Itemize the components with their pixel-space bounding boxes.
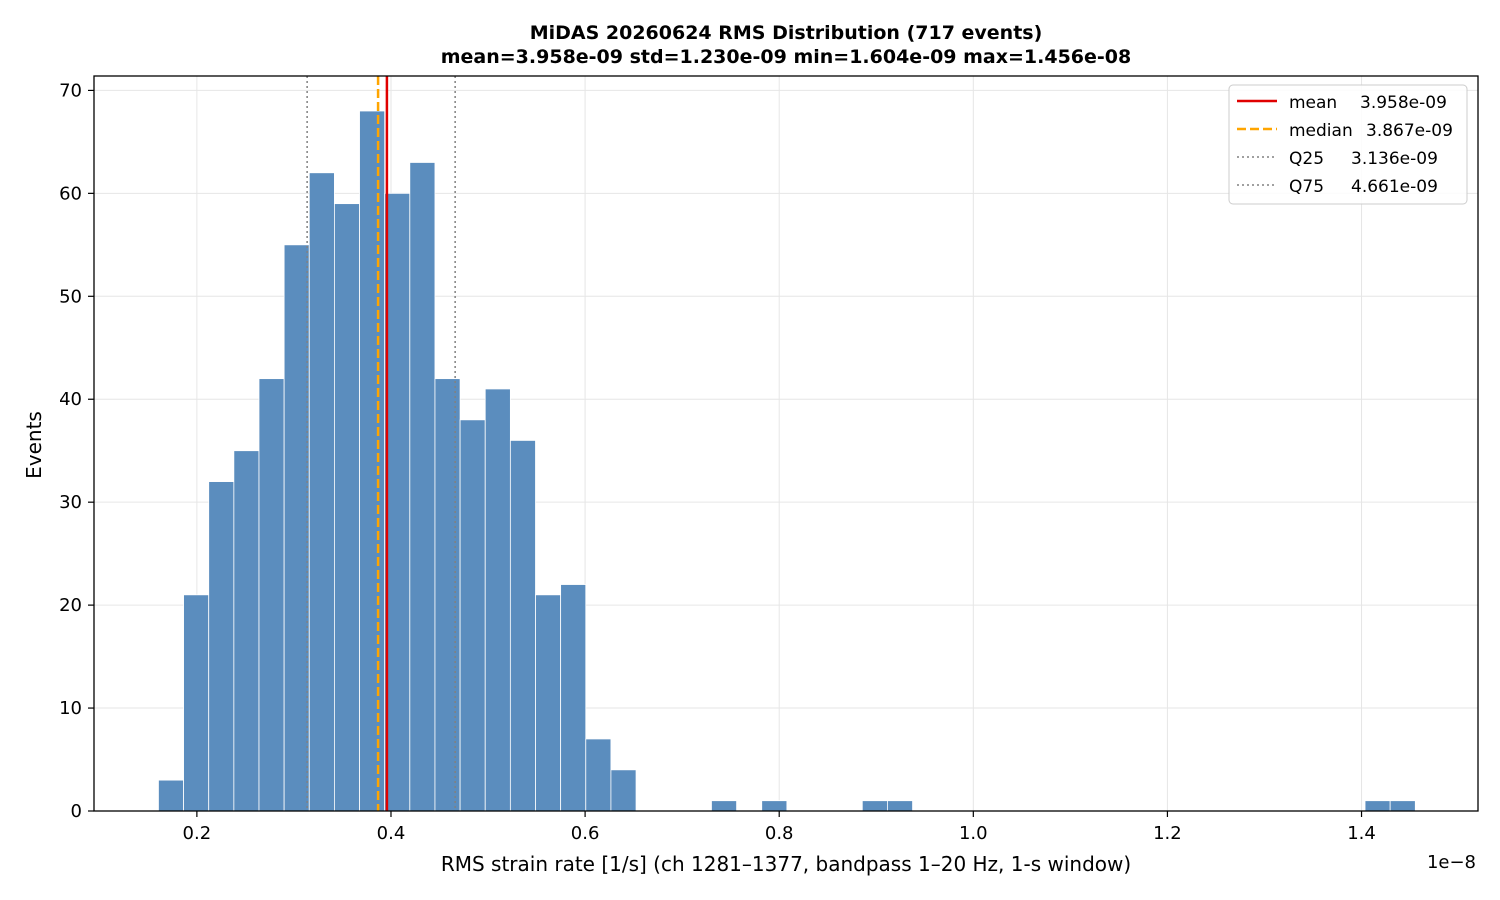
statistic-lines xyxy=(306,76,456,811)
histogram-bar xyxy=(208,481,235,812)
x-tick-label: 0.2 xyxy=(183,823,212,844)
histogram-bar xyxy=(861,800,888,812)
x-tick-label: 1.0 xyxy=(959,823,988,844)
legend-median-label: median xyxy=(1289,121,1353,141)
x-tick-label: 0.4 xyxy=(377,823,406,844)
legend-q25-label: Q25 xyxy=(1289,149,1324,169)
legend-median-value: 3.867e-09 xyxy=(1366,121,1453,141)
histogram-bar xyxy=(585,738,612,812)
y-tick-label: 50 xyxy=(59,286,82,307)
histogram-bar xyxy=(484,388,511,812)
histogram-bar xyxy=(535,594,562,812)
histogram-bar xyxy=(560,584,587,812)
chart-subtitle: mean=3.958e-09 std=1.230e-09 min=1.604e-… xyxy=(441,46,1132,68)
histogram-bars xyxy=(158,110,1416,812)
histogram-bar xyxy=(183,594,210,812)
histogram-bar xyxy=(1364,800,1391,812)
plot-frame xyxy=(93,75,1479,812)
legend-mean-label: mean xyxy=(1289,93,1337,113)
y-tick-label: 30 xyxy=(59,492,82,513)
legend-box xyxy=(1228,84,1468,205)
histogram-bar xyxy=(887,800,913,812)
legend-q75-label: Q75 xyxy=(1289,177,1324,197)
histogram-bar xyxy=(711,800,737,812)
x-axis-label: RMS strain rate [1/s] (ch 1281–1377, ban… xyxy=(441,852,1131,876)
histogram-bar xyxy=(359,110,386,812)
y-tick-label: 10 xyxy=(59,698,82,719)
y-tick-label: 20 xyxy=(59,595,82,616)
y-tick-label: 60 xyxy=(59,183,82,204)
histogram-bar xyxy=(233,450,260,812)
y-axis-label: Events xyxy=(22,411,46,479)
histogram-bar xyxy=(283,244,310,812)
histogram-bar xyxy=(158,779,184,812)
histogram-bar xyxy=(384,192,411,812)
x-tick-label: 0.6 xyxy=(571,823,600,844)
y-tick-label: 0 xyxy=(71,801,82,822)
histogram-bar xyxy=(258,378,285,812)
histogram-bar xyxy=(334,203,360,812)
legend-q25-value: 3.136e-09 xyxy=(1351,149,1438,169)
legend: mean 3.958e-09 median 3.867e-09 Q25 3.13… xyxy=(1228,84,1468,205)
x-tick-label: 0.8 xyxy=(765,823,794,844)
histogram-bar xyxy=(434,378,461,812)
x-tick-label: 1.4 xyxy=(1347,823,1376,844)
histogram-bar xyxy=(509,440,536,812)
x-tick-label: 1.2 xyxy=(1153,823,1182,844)
x-axis-offset-label: 1e−8 xyxy=(1427,852,1476,873)
histogram-bar xyxy=(610,769,637,812)
y-tick-label: 70 xyxy=(59,80,82,101)
histogram-bar xyxy=(459,419,486,812)
histogram-bar xyxy=(761,800,788,812)
histogram-bar xyxy=(409,162,436,812)
histogram-bar xyxy=(308,172,335,812)
x-axis-ticks: 0.2 0.4 0.6 0.8 1.0 1.2 1.4 xyxy=(183,811,1376,844)
legend-mean-value: 3.958e-09 xyxy=(1360,93,1447,113)
y-axis-ticks: 0 10 20 30 40 50 60 70 xyxy=(59,80,94,822)
legend-q75-value: 4.661e-09 xyxy=(1351,177,1438,197)
y-tick-label: 40 xyxy=(59,389,82,410)
histogram-bar xyxy=(1389,800,1416,812)
chart-title: MiDAS 20260624 RMS Distribution (717 eve… xyxy=(530,22,1043,44)
